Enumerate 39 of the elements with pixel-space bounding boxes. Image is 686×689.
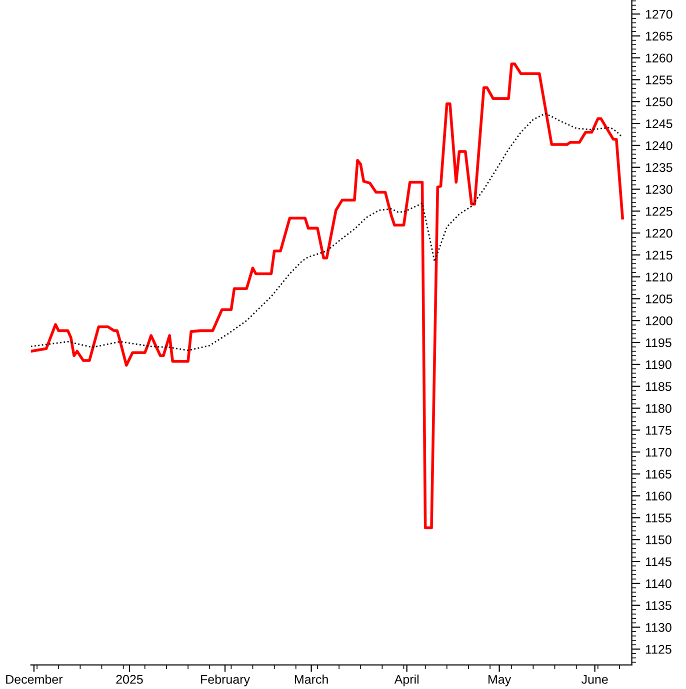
y-tick-label: 1220 [646,228,672,238]
y-tick-label: 1150 [646,535,672,544]
y-tick-label: 1170 [646,448,672,457]
line-series [30,62,624,530]
y-tick-label: 1195 [646,338,672,348]
x-tick-label: May [488,675,512,686]
y-tick-label: 1135 [646,601,672,610]
y-tick-label: 1205 [646,294,672,304]
y-tick-label: 1180 [646,404,672,413]
line-series [30,112,624,352]
y-tick-label: 1270 [646,10,672,19]
y-tick-label: 1235 [646,163,672,172]
y-tick-label: 1240 [646,141,672,150]
y-tick-label: 1210 [646,272,672,282]
x-tick-label: December [6,674,63,684]
y-tick-label: 1250 [646,97,672,106]
y-tick-label: 1165 [646,470,672,479]
x-tick-label: February [201,674,250,686]
y-tick-label: 1200 [646,316,672,326]
y-tick-label: 1230 [646,185,672,194]
y-tick-label: 1215 [646,250,672,260]
y-tick-label: 1155 [646,514,672,522]
y-tick-label: 1145 [646,557,672,566]
y-tick-label: 1225 [646,206,672,216]
y-tick-label: 1125 [646,644,672,654]
x-tick-label: April [394,674,419,686]
x-tick-label: March [294,674,328,684]
y-tick-label: 1130 [646,623,672,632]
x-tick-label: June [581,675,608,684]
y-tick-label: 1190 [646,360,672,370]
y-tick-label: 1175 [646,426,672,435]
y-tick-label: 1160 [646,492,672,500]
y-tick-label: 1185 [646,382,672,391]
y-tick-label: 1260 [646,54,672,62]
x-tick-label: 2025 [116,674,143,684]
y-tick-label: 1265 [646,32,672,41]
y-tick-label: 1140 [646,579,672,588]
y-tick-label: 1255 [646,76,672,84]
y-tick-label: 1245 [646,119,672,128]
